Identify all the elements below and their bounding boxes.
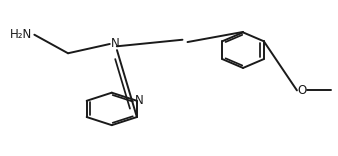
Text: O: O (297, 84, 307, 97)
Text: N: N (135, 94, 143, 107)
Text: H₂N: H₂N (10, 28, 32, 41)
Text: N: N (111, 37, 120, 51)
